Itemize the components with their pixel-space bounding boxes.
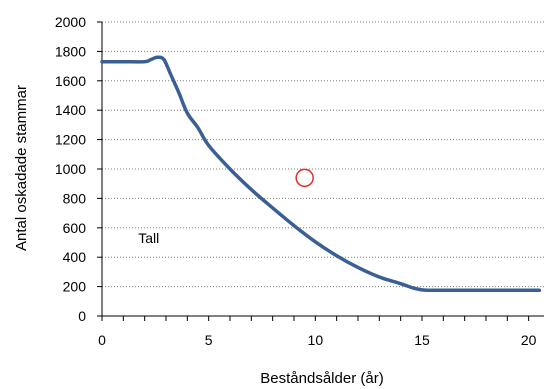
annotation-label: Tall bbox=[138, 230, 159, 246]
y-tick-label: 200 bbox=[63, 279, 87, 295]
y-tick-label: 2000 bbox=[55, 14, 86, 30]
open-circle-marker bbox=[295, 168, 314, 188]
y-tick-label: 1400 bbox=[55, 102, 86, 118]
y-tick-label: 1600 bbox=[55, 73, 86, 89]
y-tick-label: 800 bbox=[63, 190, 87, 206]
x-tick-label: 20 bbox=[521, 332, 537, 348]
y-tick-labels: 0 200 400 600 800 1000 1200 1400 1600 1800 2000 bbox=[55, 14, 86, 324]
y-tick-label: 600 bbox=[63, 220, 87, 236]
x-tick-label: 15 bbox=[414, 332, 430, 348]
y-tick-label: 0 bbox=[78, 308, 86, 324]
series-layer bbox=[100, 55, 542, 293]
markers bbox=[295, 168, 314, 188]
y-tick-label: 400 bbox=[63, 249, 87, 265]
axes bbox=[97, 21, 544, 321]
y-tick-label: 1800 bbox=[55, 43, 86, 59]
y-axis-title: Antal oskadade stammar bbox=[13, 85, 30, 251]
x-tick-label: 10 bbox=[308, 332, 324, 348]
annotations: Tall bbox=[138, 230, 159, 246]
series-line bbox=[100, 55, 542, 293]
x-tick-labels: 0 5 10 15 20 bbox=[98, 332, 537, 348]
x-tick-label: 0 bbox=[98, 332, 106, 348]
x-axis-title: Beståndsålder (år) bbox=[260, 370, 383, 387]
x-tick-label: 5 bbox=[205, 332, 213, 348]
y-tick-label: 1000 bbox=[55, 161, 86, 177]
y-tick-label: 1200 bbox=[55, 132, 86, 148]
